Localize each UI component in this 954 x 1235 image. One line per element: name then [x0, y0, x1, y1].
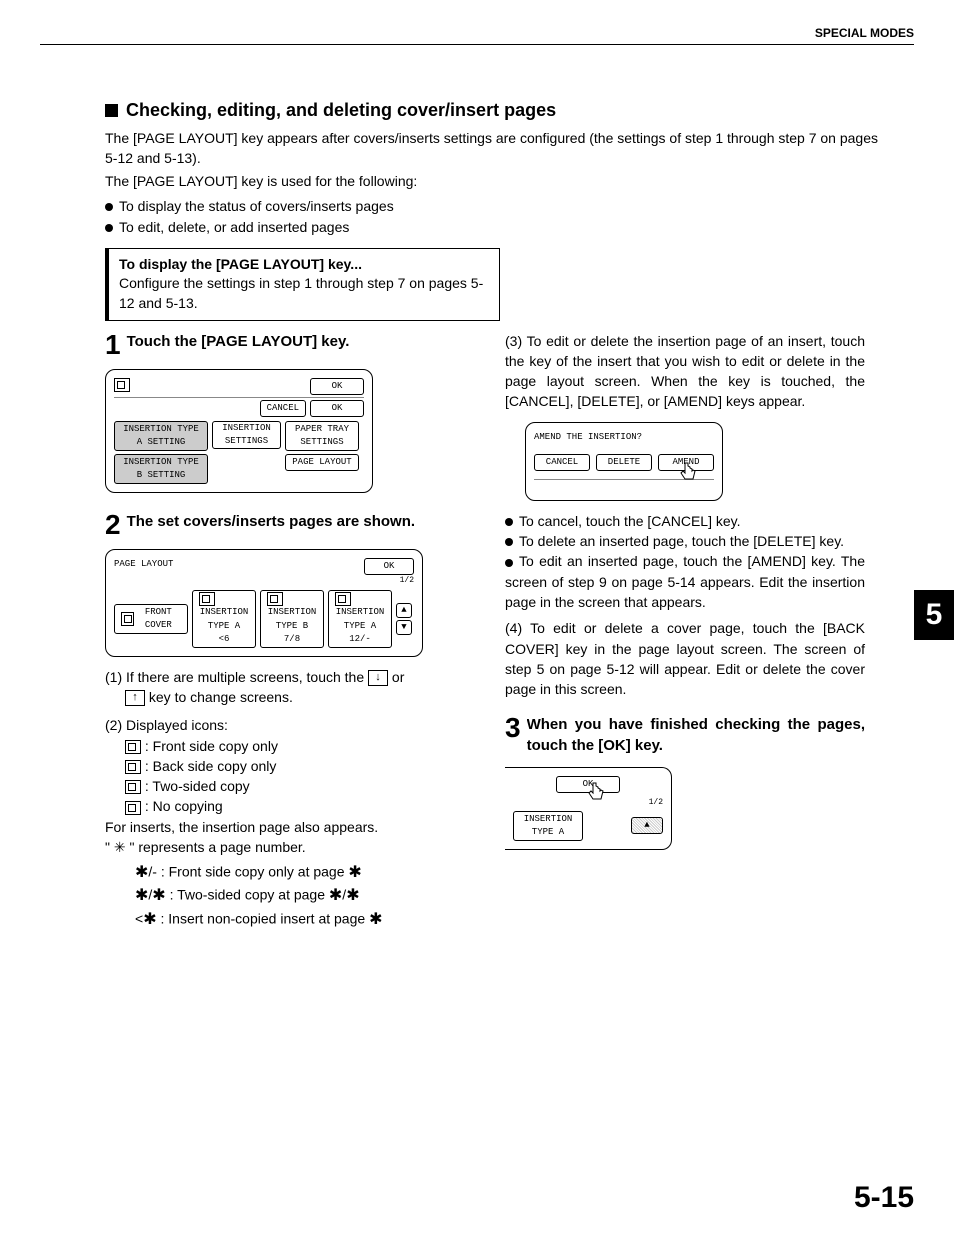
no-copy-icon [125, 801, 141, 815]
left-text-3: For inserts, the insertion page also app… [105, 817, 475, 837]
step-2-number: 2 [105, 511, 121, 539]
header-chapter: SPECIAL MODES [815, 26, 914, 40]
right-b1: To cancel, touch the [CANCEL] key. [505, 511, 865, 531]
icon-line-b: : Back side copy only [125, 756, 475, 776]
step-2-title: The set covers/inserts pages are shown. [127, 513, 415, 530]
ok-button[interactable]: OK [364, 558, 414, 575]
panel-2: PAGE LAYOUT OK 1/2 FRONT COVER INSERTION… [105, 549, 423, 657]
bullet-icon [105, 203, 113, 211]
panel-3: AMEND THE INSERTION? CANCEL DELETE AMEND [525, 422, 723, 501]
callout-box: To display the [PAGE LAYOUT] key... Conf… [105, 248, 500, 321]
chapter-tab: 5 [914, 590, 954, 640]
bullet-icon [505, 538, 513, 546]
icon-line-c: : Two-sided copy [125, 776, 475, 796]
section-title-text: Checking, editing, and deleting cover/in… [126, 100, 556, 120]
pointer-icon [587, 781, 607, 803]
insertion-settings-button[interactable]: INSERTION SETTINGS [212, 421, 281, 449]
callout-body: Configure the settings in step 1 through… [119, 275, 483, 311]
intro-1: The [PAGE LAYOUT] key appears after cove… [105, 129, 894, 168]
type-b-button[interactable]: INSERTION TYPE B SETTING [114, 454, 208, 484]
star-icon: ✱ [135, 887, 148, 904]
page-number: 5-15 [854, 1181, 914, 1215]
step-1-number: 1 [105, 331, 121, 359]
insert-a2-button[interactable]: INSERTIONTYPE A12/- [328, 590, 392, 647]
front-cover-button[interactable]: FRONT COVER [114, 604, 188, 634]
right-p1: (3) To edit or delete the insertion page… [505, 331, 865, 412]
cancel-button[interactable]: CANCEL [534, 454, 590, 471]
panel-1: OK CANCEL OK INSERTION TYPE A SETTING IN… [105, 369, 373, 493]
left-text-2: (2) Displayed icons: [105, 715, 475, 735]
bullet-2: To edit, delete, or add inserted pages [105, 217, 894, 238]
insert-a-button[interactable]: INSERTIONTYPE A<6 [192, 590, 256, 647]
star-icon: ✱ [348, 864, 361, 881]
intro-2: The [PAGE LAYOUT] key is used for the fo… [105, 172, 894, 192]
icon-line-d: : No copying [125, 796, 475, 816]
pointer-icon [679, 461, 699, 483]
up-button[interactable]: ▲ [631, 817, 663, 834]
step-3-number: 3 [505, 714, 521, 742]
down-button[interactable]: ▼ [396, 620, 412, 635]
right-b2: To delete an inserted page, touch the [D… [505, 531, 865, 551]
bullet-icon [105, 224, 113, 232]
star-icon: ✱ [329, 887, 342, 904]
section-title: Checking, editing, and deleting cover/in… [105, 100, 894, 121]
amend-button[interactable]: AMEND [658, 454, 714, 471]
callout-title: To display the [PAGE LAYOUT] key... [119, 256, 362, 272]
left-text-1: (1) If there are multiple screens, touch… [105, 667, 475, 708]
icon-line-a: : Front side copy only [125, 736, 475, 756]
bullet-1: To display the status of covers/inserts … [105, 196, 894, 217]
page-layout-button[interactable]: PAGE LAYOUT [285, 454, 359, 471]
right-p2: (4) To edit or delete a cover page, touc… [505, 618, 865, 699]
panel-3-title: AMEND THE INSERTION? [534, 431, 714, 444]
bullet-icon [505, 518, 513, 526]
page-indicator: 1/2 [114, 575, 414, 587]
star-icon: ✱ [152, 887, 165, 904]
step-1-title: Touch the [PAGE LAYOUT] key. [127, 333, 350, 350]
page-icon [199, 592, 215, 606]
back-copy-icon [125, 760, 141, 774]
step-3-title: When you have finished checking the page… [527, 714, 865, 758]
type-a-button[interactable]: INSERTION TYPE A SETTING [114, 421, 208, 451]
header-rule [40, 44, 914, 45]
star-icon: ✱ [346, 887, 359, 904]
right-b3: To edit an inserted page, touch the [AME… [505, 551, 865, 612]
star-line-c: <✱ : Insert non-copied insert at page ✱ [135, 908, 475, 931]
ok-button[interactable]: OK [310, 400, 364, 417]
insert-button[interactable]: INSERTIONTYPE A [513, 811, 583, 841]
page-icon [335, 592, 351, 606]
down-arrow-icon: ↓ [368, 670, 388, 686]
star-icon: ✱ [143, 911, 156, 928]
bullet-icon [505, 559, 513, 567]
square-bullet-icon [105, 104, 118, 117]
two-sided-icon [125, 780, 141, 794]
panel-icon [114, 378, 130, 392]
panel-2-title: PAGE LAYOUT [114, 558, 173, 575]
front-copy-icon [125, 740, 141, 754]
paper-tray-button[interactable]: PAPER TRAY SETTINGS [285, 421, 359, 451]
insert-b-button[interactable]: INSERTIONTYPE B7/8 [260, 590, 324, 647]
delete-button[interactable]: DELETE [596, 454, 652, 471]
page-icon [121, 612, 134, 626]
panel-4: OK 1/2 INSERTIONTYPE A ▲ [505, 767, 672, 850]
star-line-a: ✱/- : Front side copy only at page ✱ [135, 861, 475, 884]
star-line-b: ✱/✱ : Two-sided copy at page ✱/✱ [135, 884, 475, 907]
star-icon: ✱ [135, 864, 148, 881]
ok-button[interactable]: OK [310, 378, 364, 395]
up-button[interactable]: ▲ [396, 603, 412, 618]
ok-button[interactable]: OK [556, 776, 620, 793]
star-icon: ✱ [369, 911, 382, 928]
cancel-button[interactable]: CANCEL [260, 400, 306, 417]
left-text-4: " ✳ " represents a page number. [105, 837, 475, 857]
page-icon [267, 592, 283, 606]
up-arrow-icon: ↑ [125, 690, 145, 706]
